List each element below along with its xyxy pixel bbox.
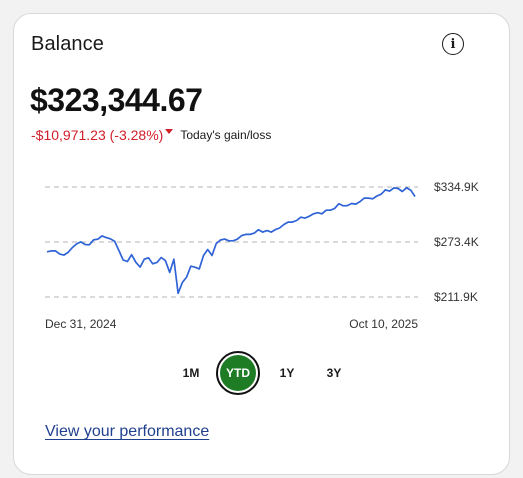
time-range-selector: 1M YTD 1Y 3Y [0, 351, 523, 397]
range-1m[interactable]: 1M [182, 366, 200, 380]
gain-loss-label: Today's gain/loss [180, 128, 272, 142]
gain-loss-value: -$10,971.23 (-3.28%) [31, 127, 164, 143]
balance-amount: $323,344.67 [30, 82, 203, 118]
info-glyph: i [450, 36, 456, 52]
card-title: Balance [31, 33, 104, 55]
view-performance-link[interactable]: View your performance [45, 423, 210, 440]
range-1y[interactable]: 1Y [279, 366, 295, 380]
down-triangle-icon [165, 128, 174, 134]
range-ytd[interactable]: YTD [216, 351, 260, 395]
info-icon[interactable]: i [442, 33, 464, 55]
range-ytd-label: YTD [220, 355, 256, 391]
gain-loss-row: -$10,971.23 (-3.28%) Today's gain/loss [31, 126, 271, 144]
range-3y[interactable]: 3Y [326, 366, 342, 380]
